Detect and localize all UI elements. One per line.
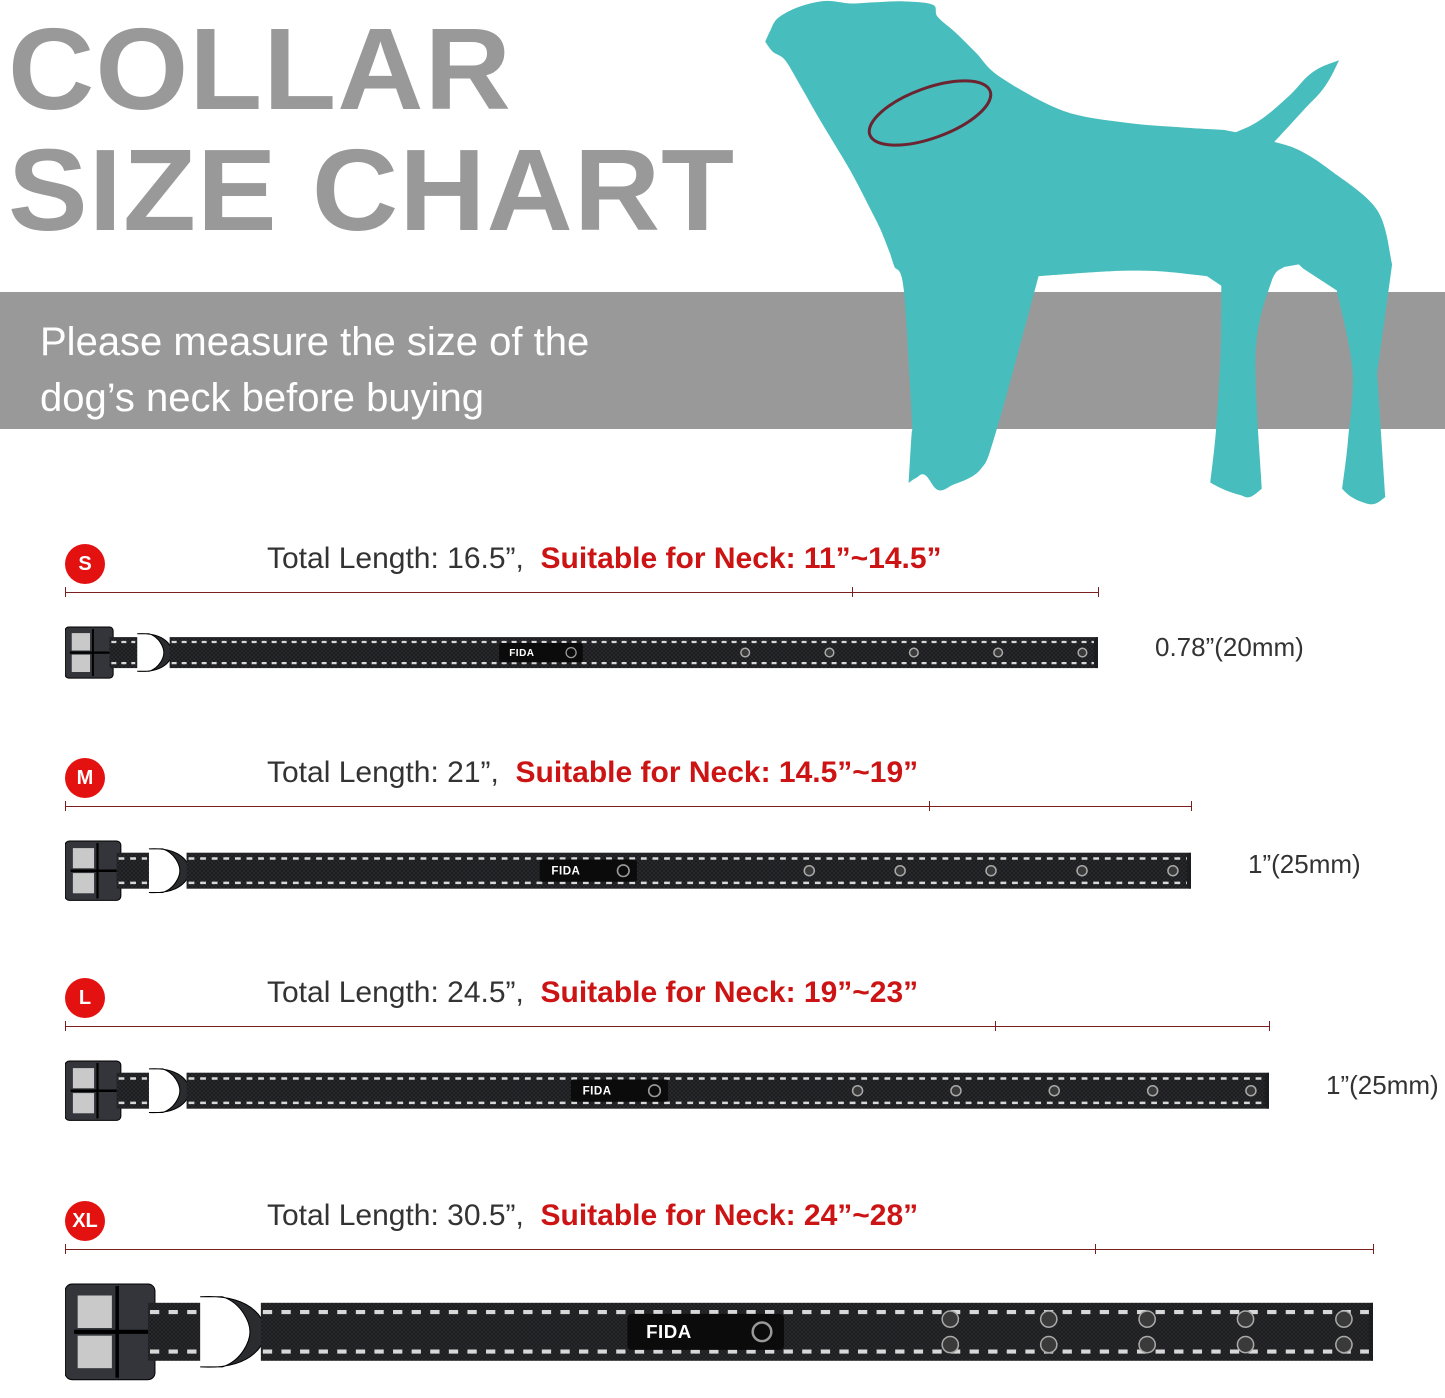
svg-text:FIDA: FIDA — [583, 1086, 612, 1098]
svg-text:FIDA: FIDA — [551, 865, 580, 877]
svg-text:FIDA: FIDA — [509, 648, 534, 659]
svg-text:FIDA: FIDA — [646, 1322, 692, 1343]
